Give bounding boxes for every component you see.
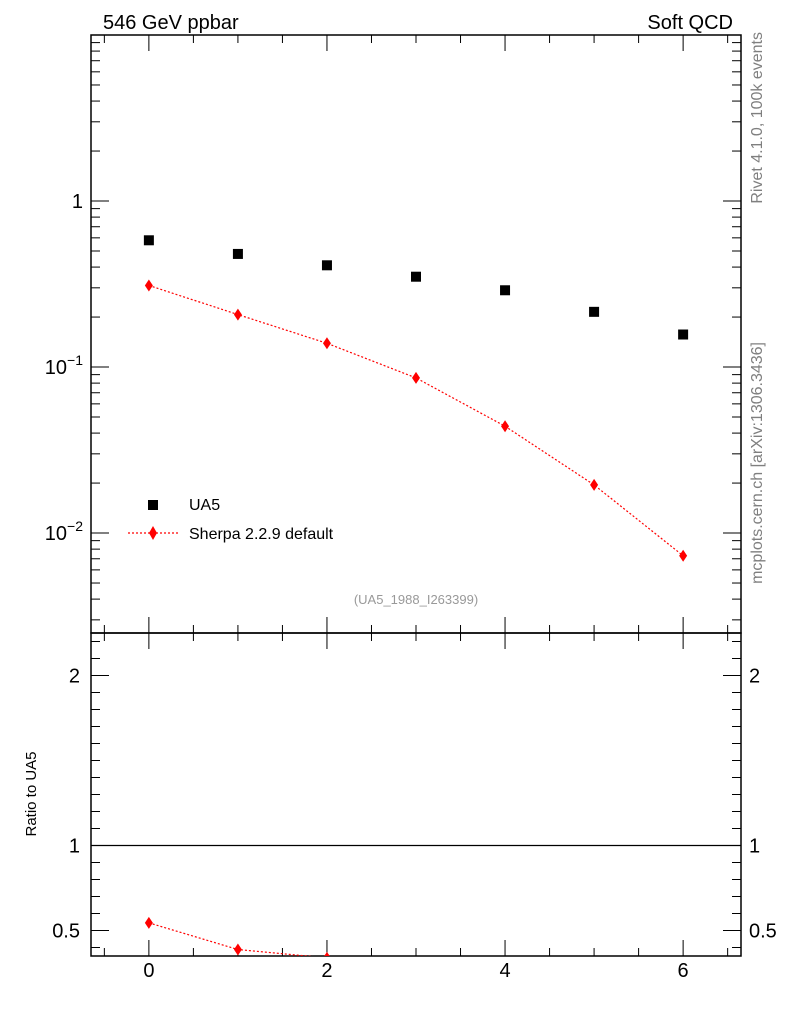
header-left: 546 GeV ppbar (103, 12, 239, 34)
main-ticks (91, 34, 741, 633)
main-frame (90, 34, 742, 634)
data-point (232, 248, 243, 259)
ratio-y-tick-label: 2 (69, 666, 80, 688)
ratio-ticks (91, 633, 741, 956)
legend-mc-marker (149, 526, 157, 540)
mc-point (501, 420, 510, 433)
data-point (321, 260, 332, 271)
main-panel: 1 10−1 10−2 (UA5_1988_I263399) UA5 Sherpa … (45, 34, 742, 634)
mc-point (322, 337, 331, 350)
main-y-tick-label: 1 (72, 191, 83, 213)
analysis-id: (UA5_1988_I263399) (354, 592, 478, 607)
x-tick-label: 0 (143, 960, 154, 982)
data-point (500, 285, 511, 296)
ratio-mc-point (679, 1002, 687, 1014)
ratio-panel: 0.5 0.5 1 1 2 2 0 2 4 6 Ratio to UA5 (23, 632, 777, 1014)
ratio-mc-point (412, 968, 420, 980)
ratio-y-tick-label: 0.5 (52, 921, 80, 943)
mc-line (148, 284, 684, 557)
ratio-mc-line (148, 922, 314, 956)
mc-point (233, 308, 242, 321)
ratio-mc-point (590, 994, 598, 1006)
main-y-tick-label: 10−1 (45, 352, 83, 379)
ratio-series (144, 916, 687, 1014)
legend-ua5-marker (148, 500, 158, 510)
mc-point (144, 279, 153, 292)
data-point (143, 235, 154, 246)
ratio-y-tick-labels: 0.5 0.5 1 1 2 2 (52, 666, 777, 943)
data-point (589, 306, 600, 317)
ratio-ylabel: Ratio to UA5 (23, 751, 40, 836)
x-tick-labels: 0 2 4 6 (143, 960, 688, 982)
header-right: Soft QCD (647, 12, 733, 34)
ratio-frame (90, 632, 742, 957)
ratio-mc-point (324, 951, 330, 956)
mc-point (679, 549, 688, 562)
main-y-tick-label: 10−2 (45, 518, 83, 545)
ratio-y-tick-label-right: 0.5 (749, 921, 777, 943)
ratio-y-tick-label: 1 (69, 836, 80, 858)
data-point (678, 329, 689, 340)
ratio-mc-point (144, 916, 153, 929)
x-tick-label: 6 (678, 960, 689, 982)
ratio-mc-point (501, 984, 509, 996)
mc-point (590, 478, 599, 491)
ratio-y-tick-label-right: 1 (749, 836, 760, 858)
ratio-y-tick-label-right: 2 (749, 666, 760, 688)
x-tick-label: 2 (321, 960, 332, 982)
data-point (411, 271, 421, 282)
main-series (143, 235, 689, 562)
mc-point (412, 371, 420, 384)
rivet-version-text: Rivet 4.1.0, 100k events (749, 32, 766, 204)
main-y-tick-labels: 1 10−1 10−2 (45, 191, 83, 545)
legend-mc-label: Sherpa 2.2.9 default (189, 526, 334, 543)
legend: UA5 Sherpa 2.2.9 default (128, 497, 334, 543)
x-tick-label: 4 (499, 960, 510, 982)
legend-ua5-label: UA5 (189, 497, 220, 514)
source-text: mcplots.cern.ch [arXiv:1306.3436] (749, 342, 766, 584)
ratio-mc-point (233, 943, 242, 956)
